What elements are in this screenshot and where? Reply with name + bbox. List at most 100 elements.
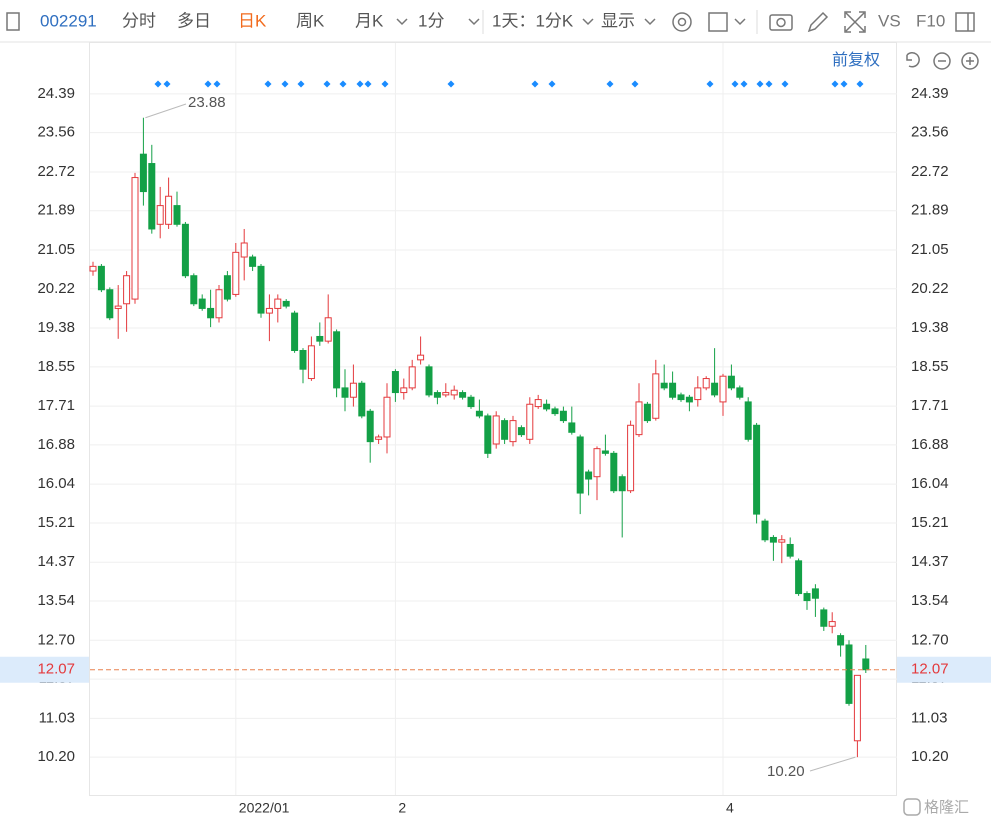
candle-body bbox=[165, 195, 173, 225]
y2-tick-label: 13.54 bbox=[911, 592, 949, 609]
candle-body bbox=[618, 476, 626, 492]
candle-body bbox=[736, 387, 744, 398]
candle-body bbox=[316, 335, 324, 342]
y2-tick-label: 23.56 bbox=[911, 124, 949, 141]
y2-tick-label: 16.88 bbox=[911, 436, 949, 453]
candle-body bbox=[711, 382, 719, 396]
candle-body bbox=[433, 392, 441, 398]
candle-body bbox=[391, 371, 399, 394]
low-leader bbox=[809, 756, 856, 772]
display-select[interactable]: 显示 bbox=[601, 11, 635, 30]
reset-icon[interactable] bbox=[906, 52, 920, 68]
color-icon[interactable] bbox=[708, 12, 728, 32]
candle-body bbox=[106, 289, 114, 319]
y-tick-label: 14.37 bbox=[37, 553, 75, 570]
tab-active[interactable]: 日K bbox=[238, 11, 267, 30]
y2-tick-label: 20.22 bbox=[911, 280, 949, 297]
adjust-label[interactable]: 前复权 bbox=[832, 51, 880, 69]
candle-body bbox=[677, 394, 685, 401]
candle-body bbox=[543, 403, 551, 410]
watermark-logo bbox=[903, 798, 921, 816]
plot-frame bbox=[89, 42, 897, 796]
chevron[interactable] bbox=[468, 18, 480, 26]
candle-body bbox=[207, 307, 215, 319]
settings-icon[interactable] bbox=[672, 12, 692, 32]
last-price-badge bbox=[897, 656, 991, 683]
candle-body bbox=[383, 396, 391, 438]
zoom-in-icon[interactable] bbox=[961, 52, 979, 70]
candle-body bbox=[232, 251, 240, 295]
chevron[interactable] bbox=[734, 18, 746, 26]
candle-body bbox=[786, 543, 794, 557]
tab[interactable]: 分时 bbox=[122, 11, 156, 30]
chevron[interactable] bbox=[644, 18, 656, 26]
candle-body bbox=[585, 471, 593, 480]
chevron[interactable] bbox=[396, 18, 408, 26]
y2-tick-label: 15.21 bbox=[911, 514, 949, 531]
camera-lens bbox=[776, 17, 786, 28]
candle-body bbox=[509, 420, 517, 443]
signal-marker bbox=[339, 80, 347, 88]
candle-body bbox=[131, 177, 139, 300]
chevron[interactable] bbox=[582, 18, 594, 26]
tab[interactable]: 月K bbox=[355, 11, 384, 30]
y2-tick-label: 10.20 bbox=[911, 748, 949, 765]
candle-body bbox=[240, 242, 248, 258]
toolbar: 002291 分时 多日 日K 周K 月K 1分 1天：1分K 显示 VS F1… bbox=[0, 0, 991, 43]
candle-body bbox=[249, 256, 257, 267]
signal-marker bbox=[706, 80, 714, 88]
signal-marker bbox=[781, 80, 789, 88]
x-tick-label: 2 bbox=[398, 800, 406, 816]
candle-body bbox=[845, 644, 853, 704]
candle-body bbox=[601, 450, 609, 454]
candle-body bbox=[828, 621, 836, 627]
candle-body bbox=[669, 382, 677, 398]
candle-body bbox=[223, 275, 231, 300]
panel-icon[interactable] bbox=[6, 12, 20, 31]
range-select[interactable]: 1天：1分K bbox=[492, 11, 574, 30]
signal-marker bbox=[381, 80, 389, 88]
y-tick-label: 15.21 bbox=[37, 514, 75, 531]
candle-body bbox=[778, 539, 786, 543]
signal-marker bbox=[631, 80, 639, 88]
candle-body bbox=[358, 382, 366, 417]
y2-tick-label: 24.39 bbox=[911, 85, 949, 102]
f10-button[interactable]: F10 bbox=[916, 11, 945, 30]
candle-body bbox=[492, 415, 500, 445]
tab[interactable]: 1分 bbox=[418, 11, 444, 30]
signal-marker bbox=[606, 80, 614, 88]
candle-body bbox=[274, 298, 282, 309]
y2-tick-label: 22.72 bbox=[911, 163, 949, 180]
y2-tick-label: 21.89 bbox=[911, 202, 949, 219]
candle-body bbox=[660, 382, 668, 389]
pen-icon[interactable] bbox=[807, 11, 829, 33]
vs-button[interactable]: VS bbox=[878, 11, 901, 30]
candle-body bbox=[341, 387, 349, 398]
candle-body bbox=[425, 366, 433, 396]
high-leader bbox=[145, 103, 187, 119]
candle-body bbox=[375, 436, 383, 440]
tab[interactable]: 周K bbox=[296, 11, 325, 30]
y-tick-label: 19.38 bbox=[37, 319, 75, 336]
candle-body bbox=[753, 424, 761, 515]
fullscreen-icon[interactable] bbox=[844, 11, 866, 33]
candle-body bbox=[761, 520, 769, 541]
candle-body bbox=[450, 389, 458, 396]
zoom-out-icon[interactable] bbox=[933, 52, 951, 70]
sidebar-icon[interactable] bbox=[955, 12, 975, 32]
tab[interactable]: 多日 bbox=[177, 11, 211, 30]
candle-body bbox=[400, 387, 408, 394]
candle-body bbox=[459, 392, 467, 398]
camera-icon[interactable] bbox=[769, 14, 793, 31]
candle-body bbox=[190, 275, 198, 305]
stock-code[interactable]: 002291 bbox=[40, 11, 97, 30]
signal-marker bbox=[264, 80, 272, 88]
watermark: 格隆汇 bbox=[903, 798, 969, 816]
candle-body bbox=[694, 387, 702, 401]
candle-body bbox=[265, 307, 273, 314]
signal-marker bbox=[323, 80, 331, 88]
low-label: 10.20 bbox=[767, 763, 805, 780]
y2-tick-label: 17.71 bbox=[911, 397, 949, 414]
signal-marker bbox=[856, 80, 864, 88]
signal-marker bbox=[756, 80, 764, 88]
